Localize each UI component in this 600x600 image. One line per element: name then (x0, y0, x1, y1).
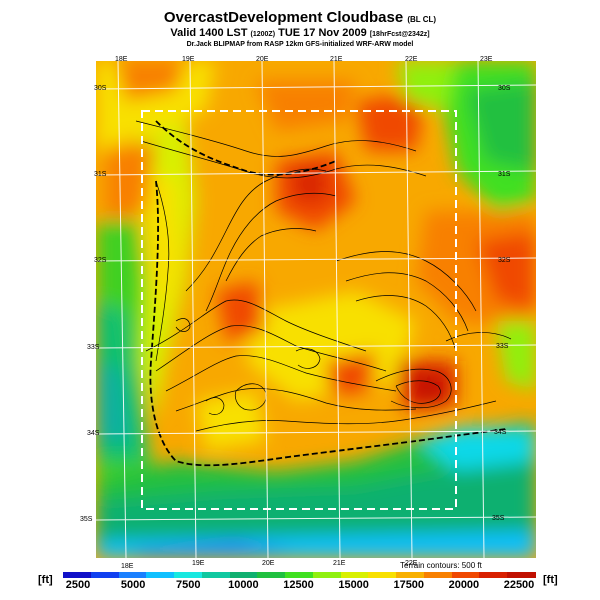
grid-lines (96, 61, 536, 558)
inner-domain-box (141, 110, 457, 510)
colorbar-swatch (312, 572, 342, 578)
colour-field (96, 61, 536, 558)
valid-date: TUE 17 Nov 2009 (278, 27, 367, 39)
lat-label-right: 33S (496, 343, 509, 350)
lat-label-right: 31S (498, 171, 511, 178)
colorbar-tick-label: 22500 (503, 579, 535, 591)
lon-label-top: 21E (330, 56, 343, 63)
lat-label-left: 35S (80, 516, 93, 523)
colorbar-swatch (479, 572, 508, 578)
colorbar-tick-label: 15000 (338, 579, 369, 591)
valid-line: Valid 1400 LST (1200Z) TUE 17 Nov 2009 [… (0, 27, 600, 39)
colorbar-swatch (63, 572, 92, 578)
colorbar-swatch (201, 572, 231, 578)
colorbar-swatch (118, 572, 147, 578)
map-title: OvercastDevelopment Cloudbase (BL CL) (0, 9, 600, 26)
lat-label-left: 30S (94, 85, 107, 92)
forecast-map (96, 61, 536, 558)
colorbar-swatch (507, 572, 536, 578)
colorbar-swatch (257, 572, 286, 578)
title-tag: (BL CL) (407, 15, 437, 24)
valid-time: Valid 1400 LST (170, 27, 248, 39)
colorbar-tick-label: 17500 (393, 579, 425, 591)
lat-label-right: 30S (498, 85, 511, 92)
terrain-contour-note: Terrain contours: 500 ft (400, 561, 482, 570)
colorbar-tick-label: 12500 (283, 579, 314, 591)
thick-contours (149, 120, 507, 467)
valid-forecast: [18hrFcst@2342z] (369, 31, 430, 38)
colorbar-swatch (396, 572, 425, 578)
lat-label-left: 32S (94, 257, 107, 264)
lat-label-left: 33S (87, 344, 100, 351)
title-text: OvercastDevelopment Cloudbase (163, 9, 404, 26)
colorbar-swatch (285, 572, 314, 578)
lon-label-top: 19E (182, 56, 195, 63)
colorbar-swatch (451, 572, 481, 578)
lon-label-bottom: 20E (262, 560, 275, 567)
colorbar-tick-label: 2500 (65, 579, 91, 591)
colorbar-swatch (368, 572, 397, 578)
colorbar-swatch (340, 572, 369, 578)
lat-label-right: 35S (492, 515, 505, 522)
colorbar-tick-label: 5000 (120, 579, 146, 591)
lat-label-left: 34S (87, 430, 100, 437)
valid-code: (1200Z) (250, 31, 276, 38)
colorbar (63, 572, 536, 578)
lon-label-top: 20E (256, 56, 269, 63)
map-field (96, 61, 536, 558)
lon-label-bottom: 19E (192, 560, 205, 567)
colorbar-tick-label: 7500 (176, 579, 201, 591)
terrain-contours (135, 120, 512, 432)
colorbar-tick-label: 20000 (448, 579, 480, 591)
lon-label-top: 23E (480, 56, 493, 63)
colorbar-swatch (146, 572, 175, 578)
colorbar-tick-label: 10000 (228, 579, 259, 591)
lat-label-left: 31S (94, 171, 107, 178)
colorbar-swatch (423, 572, 453, 578)
lon-label-bottom: 18E (121, 563, 134, 570)
credit-line: Dr.Jack BLIPMAP from RASP 12km GFS-initi… (186, 41, 414, 48)
colorbar-unit-left: [ft] (38, 574, 53, 586)
lon-label-top: 22E (405, 56, 418, 63)
colorbar-swatch (174, 572, 203, 578)
lat-label-right: 32S (498, 257, 511, 264)
colorbar-swatch (229, 572, 258, 578)
lat-label-right: 34S (494, 429, 507, 436)
lon-label-bottom: 22E (405, 560, 418, 567)
lon-label-top: 18E (115, 56, 128, 63)
lon-label-bottom: 21E (333, 560, 346, 567)
colorbar-swatch (90, 572, 120, 578)
colorbar-unit-right: [ft] (543, 574, 558, 586)
